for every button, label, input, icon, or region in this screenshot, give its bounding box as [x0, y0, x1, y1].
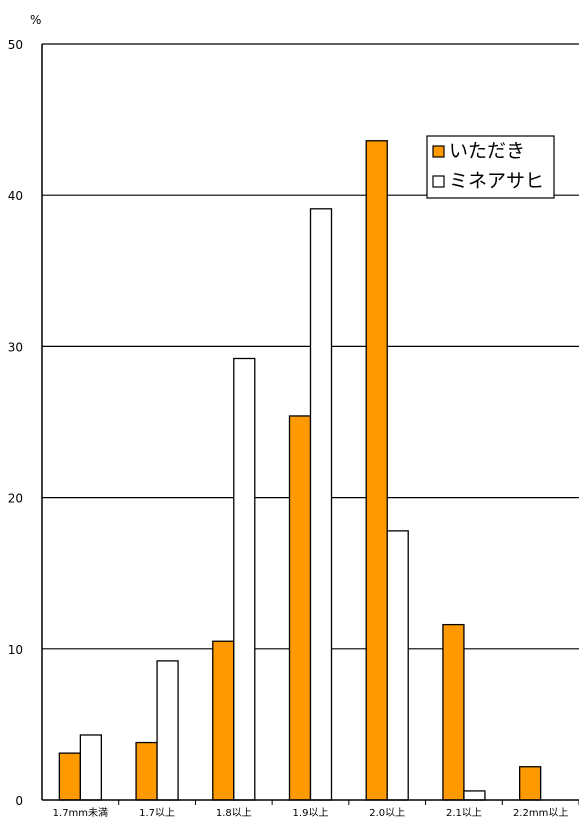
y-tick-label: 0: [15, 794, 23, 808]
y-tick-label: 40: [8, 189, 23, 203]
bar-series-1: [442, 623, 465, 801]
x-tick-label: 1.8以上: [216, 807, 252, 819]
legend-box: [426, 135, 555, 199]
y-axis-unit-label: %: [30, 13, 41, 27]
x-tick-label: 2.2mm以上: [513, 807, 568, 819]
bar-series-1: [365, 140, 388, 801]
legend-label: いただき: [449, 140, 525, 162]
x-tick-label: 1.7mm未満: [53, 807, 108, 819]
bar-series-2: [79, 734, 103, 801]
legend-swatch: [432, 175, 445, 188]
bar-series-2: [463, 790, 486, 801]
x-tick-label: 1.9以上: [293, 807, 329, 819]
bar-series-2: [309, 208, 333, 801]
bar-series-1: [212, 640, 235, 801]
x-tick-label: 1.7以上: [139, 807, 175, 819]
bar-series-2: [156, 660, 179, 801]
x-tick-label: 2.1以上: [446, 807, 482, 819]
bar-series-2: [233, 357, 256, 801]
bar-series-2: [386, 530, 409, 801]
y-tick-label: 50: [8, 38, 23, 52]
x-axis-tick-labels: 1.7mm未満 1.7以上 1.8以上 1.9以上 2.0以上 2.1以上 2.2mm以上: [53, 807, 569, 819]
bar-series-1: [288, 415, 312, 801]
axes: [41, 44, 579, 805]
legend-label: ミネアサヒ: [449, 170, 544, 192]
y-tick-label: 10: [8, 643, 23, 657]
bars: [58, 140, 542, 801]
bar-series-1: [135, 741, 158, 801]
legend-swatch: [432, 145, 445, 158]
y-tick-label: 20: [8, 492, 23, 506]
bar-series-1: [518, 766, 542, 801]
y-tick-label: 30: [8, 340, 23, 354]
x-tick-label: 2.0以上: [369, 807, 405, 819]
bar-series-1: [58, 752, 82, 801]
y-axis-tick-labels: 0 10 20 30 40 50: [8, 38, 23, 808]
